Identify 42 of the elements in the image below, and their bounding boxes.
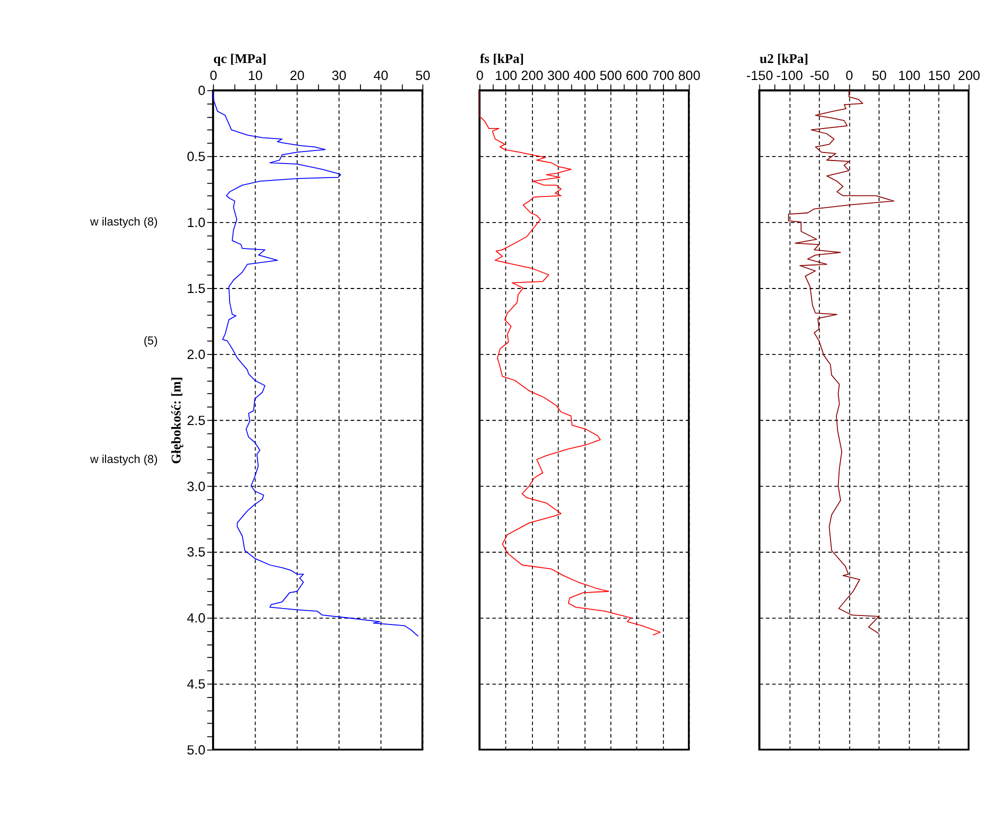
y-tick-label: 4.5 <box>186 676 206 692</box>
y-axis-title: Głębokość: [m] <box>168 376 184 464</box>
x-tick-label: 300 <box>547 68 570 83</box>
text: w ilastych (8) <box>89 216 158 229</box>
x-axis-title: qc [MPa] <box>213 51 266 66</box>
y-tick-label: 2.0 <box>186 346 206 362</box>
line-series <box>212 90 419 637</box>
text: (5) <box>144 335 158 348</box>
y-tick-label: 0 <box>198 83 206 98</box>
x-tick-label: 20 <box>290 68 305 83</box>
x-tick-label: -150 <box>746 68 774 83</box>
y-tick-label: 3.0 <box>186 478 206 494</box>
x-tick-label: 200 <box>521 68 544 83</box>
x-tick-label: 0 <box>210 68 218 83</box>
x-tick-label: 40 <box>374 68 388 83</box>
x-tick-label: 50 <box>872 68 887 83</box>
y-tick-label: 2.5 <box>186 412 206 428</box>
x-tick-label: 800 <box>678 68 700 83</box>
y-tick-label: 5.0 <box>186 742 206 758</box>
x-tick-label: 150 <box>928 68 950 83</box>
x-axis-title: u2 [kPa] <box>760 51 808 66</box>
x-tick-label: 0 <box>846 68 854 83</box>
x-tick-label: 200 <box>958 68 980 83</box>
y-tick-label: 4.0 <box>186 610 206 626</box>
x-tick-label: 700 <box>652 68 674 83</box>
y-tick-label: 1.0 <box>186 215 206 230</box>
x-tick-label: 50 <box>415 68 430 83</box>
x-tick-label: 0 <box>476 68 484 83</box>
x-tick-label: 10 <box>248 68 263 83</box>
y-tick-label: 3.5 <box>186 544 206 560</box>
x-tick-label: 400 <box>573 68 596 83</box>
x-tick-label: 500 <box>600 68 622 83</box>
x-tick-label: 30 <box>332 68 346 83</box>
x-tick-label: -100 <box>776 68 803 83</box>
x-tick-label: -50 <box>810 68 830 83</box>
x-axis-title: fs [kPa] <box>480 51 524 66</box>
y-tick-label: 0.5 <box>186 149 206 164</box>
y-tick-label: 1.5 <box>186 280 206 296</box>
text: w ilastych (8) <box>89 454 158 466</box>
x-tick-label: 100 <box>494 68 518 83</box>
x-tick-label: 100 <box>898 68 920 83</box>
x-tick-label: 600 <box>626 68 648 83</box>
